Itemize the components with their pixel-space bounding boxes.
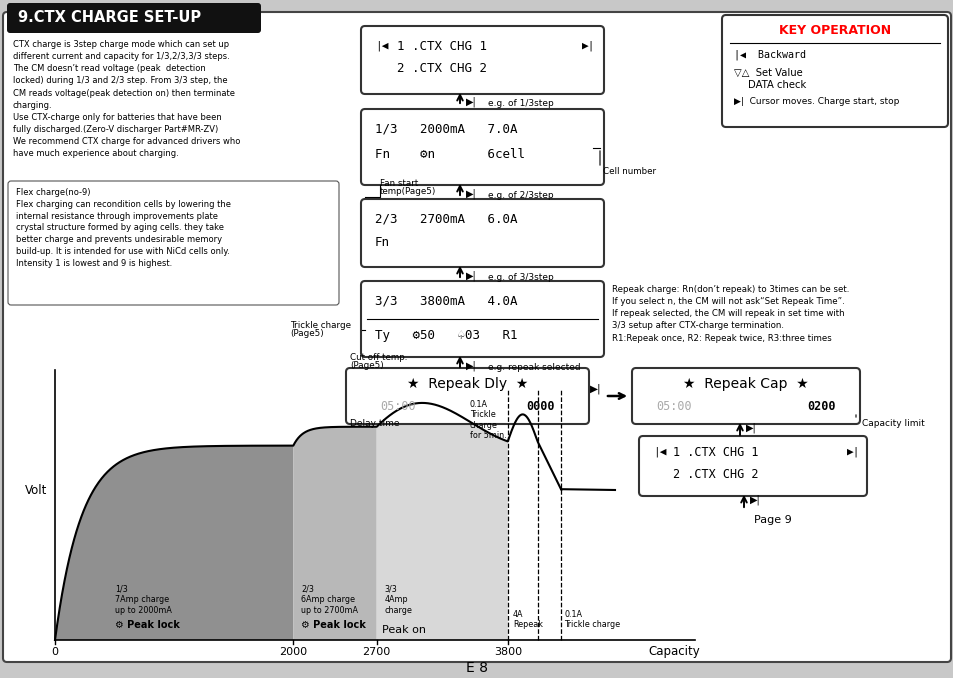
FancyBboxPatch shape xyxy=(721,15,947,127)
Text: 3/3   3800mA   4.0A: 3/3 3800mA 4.0A xyxy=(375,294,517,308)
Text: Fn    ⚙n       6cell: Fn ⚙n 6cell xyxy=(375,148,524,161)
Text: 0.1A
Trickle
charge
for 5min.: 0.1A Trickle charge for 5min. xyxy=(469,400,506,440)
Text: E 8: E 8 xyxy=(465,661,488,675)
Polygon shape xyxy=(376,403,507,640)
Text: ★  Repeak Cap  ★: ★ Repeak Cap ★ xyxy=(682,377,808,391)
Polygon shape xyxy=(55,445,293,640)
Text: Cell number: Cell number xyxy=(602,167,656,176)
FancyBboxPatch shape xyxy=(8,181,338,305)
Text: Trickle charge: Trickle charge xyxy=(290,321,351,330)
Text: 2000: 2000 xyxy=(279,647,307,657)
Text: (Page5): (Page5) xyxy=(350,361,383,370)
Text: e.g. of 2/3step: e.g. of 2/3step xyxy=(488,191,553,201)
Text: Page 9: Page 9 xyxy=(753,515,791,525)
Text: ★  Repeak Dly  ★: ★ Repeak Dly ★ xyxy=(406,377,528,391)
Text: Volt: Volt xyxy=(25,483,47,496)
Text: ▶|: ▶| xyxy=(589,384,601,394)
Text: Ty   ⚙50   ♤03   R1: Ty ⚙50 ♤03 R1 xyxy=(375,329,517,342)
Text: Cut off temp.: Cut off temp. xyxy=(350,353,407,363)
Text: Fan start: Fan start xyxy=(379,180,417,188)
Text: 4A
Repeak: 4A Repeak xyxy=(512,610,542,629)
Text: Capacity limit: Capacity limit xyxy=(862,420,923,428)
Text: Delay time: Delay time xyxy=(350,420,399,428)
Text: CTX charge is 3step charge mode which can set up
different current and capacity : CTX charge is 3step charge mode which ca… xyxy=(13,40,240,159)
Text: Capacity: Capacity xyxy=(648,645,700,658)
FancyBboxPatch shape xyxy=(360,281,603,357)
Text: Fn: Fn xyxy=(375,237,390,250)
Text: 3/3
4Amp
charge: 3/3 4Amp charge xyxy=(384,585,412,615)
Text: ▶|  Cursor moves. Charge start, stop: ▶| Cursor moves. Charge start, stop xyxy=(733,96,899,106)
Text: ⚙ Peak lock: ⚙ Peak lock xyxy=(115,620,180,630)
FancyBboxPatch shape xyxy=(3,12,950,662)
Text: 0: 0 xyxy=(51,647,58,657)
Text: 05:00: 05:00 xyxy=(379,399,416,412)
Text: |◀: |◀ xyxy=(652,447,666,457)
Text: 05:00: 05:00 xyxy=(656,399,691,412)
Text: 0000: 0000 xyxy=(526,399,555,412)
Text: ▽△  Set Value: ▽△ Set Value xyxy=(733,68,801,78)
FancyBboxPatch shape xyxy=(631,368,859,424)
Text: KEY OPERATION: KEY OPERATION xyxy=(778,24,890,37)
Text: (Page5): (Page5) xyxy=(290,330,323,338)
Text: |◀  Backward: |◀ Backward xyxy=(733,49,805,60)
Text: e.g. repeak selected: e.g. repeak selected xyxy=(488,363,580,372)
Text: ▶|: ▶| xyxy=(749,495,760,505)
Text: ▶|: ▶| xyxy=(465,97,476,107)
Text: Peak on: Peak on xyxy=(381,625,425,635)
Text: Repeak charge: Rn(don’t repeak) to 3times can be set.
If you select n, the CM wi: Repeak charge: Rn(don’t repeak) to 3time… xyxy=(612,285,848,342)
FancyBboxPatch shape xyxy=(639,436,866,496)
FancyBboxPatch shape xyxy=(360,109,603,185)
FancyBboxPatch shape xyxy=(7,3,261,33)
Text: ▶|: ▶| xyxy=(581,41,595,52)
Text: ▶|: ▶| xyxy=(465,188,476,199)
Text: |◀: |◀ xyxy=(375,41,388,52)
Text: 3800: 3800 xyxy=(494,647,521,657)
Text: 1 .CTX CHG 1: 1 .CTX CHG 1 xyxy=(672,445,758,458)
Text: 2 .CTX CHG 2: 2 .CTX CHG 2 xyxy=(396,62,486,75)
FancyBboxPatch shape xyxy=(360,26,603,94)
FancyBboxPatch shape xyxy=(346,368,588,424)
Text: Flex charge(no-9)
Flex charging can recondition cells by lowering the
internal r: Flex charge(no-9) Flex charging can reco… xyxy=(16,188,231,268)
Text: ▶|: ▶| xyxy=(465,361,476,372)
Text: 9.CTX CHARGE SET-UP: 9.CTX CHARGE SET-UP xyxy=(18,10,201,26)
Text: 2700: 2700 xyxy=(362,647,391,657)
Text: temp(Page5): temp(Page5) xyxy=(379,188,436,197)
Text: ⚙ Peak lock: ⚙ Peak lock xyxy=(301,620,366,630)
Bar xyxy=(55,370,615,640)
Text: ▶|: ▶| xyxy=(846,447,860,457)
Text: 2/3   2700mA   6.0A: 2/3 2700mA 6.0A xyxy=(375,212,517,226)
Polygon shape xyxy=(293,426,376,640)
Text: DATA check: DATA check xyxy=(747,80,805,90)
Text: ▶|: ▶| xyxy=(465,271,476,281)
Text: 0.1A
Trickle charge: 0.1A Trickle charge xyxy=(564,610,619,629)
FancyBboxPatch shape xyxy=(360,199,603,267)
Text: ▶|: ▶| xyxy=(745,423,756,433)
Text: 2 .CTX CHG 2: 2 .CTX CHG 2 xyxy=(672,468,758,481)
Text: e.g. of 3/3step: e.g. of 3/3step xyxy=(488,273,553,283)
Text: e.g. of 1/3step: e.g. of 1/3step xyxy=(488,100,553,108)
Text: 1/3
7Amp charge
up to 2000mA: 1/3 7Amp charge up to 2000mA xyxy=(115,585,172,615)
Text: 2/3
6Amp charge
up to 2700mA: 2/3 6Amp charge up to 2700mA xyxy=(301,585,358,615)
Text: 1 .CTX CHG 1: 1 .CTX CHG 1 xyxy=(396,39,486,52)
Text: 0200: 0200 xyxy=(806,399,835,412)
Text: 1/3   2000mA   7.0A: 1/3 2000mA 7.0A xyxy=(375,123,517,136)
